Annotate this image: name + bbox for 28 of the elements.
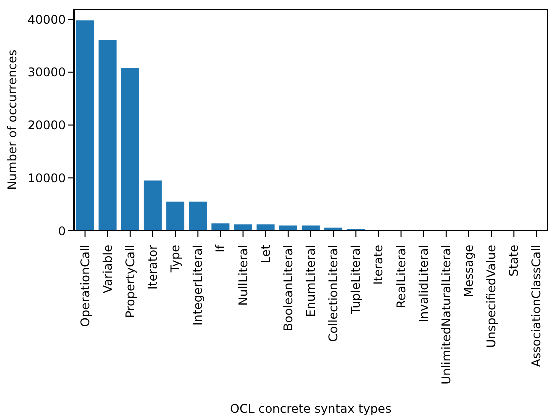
x-tick-label: CollectionLiteral [326,245,341,342]
x-tick-label: UnlimitedNaturalLiteral [439,245,454,385]
y-tick-label: 30000 [28,66,66,80]
x-tick-label: AssociationClassCall [530,245,544,368]
x-tick-label: RealLiteral [394,245,408,309]
x-tick-label: Iterator [146,244,160,290]
x-tick-label: Message [462,245,476,298]
x-tick-label: InvalidLiteral [416,245,431,323]
x-tick-label: State [507,245,522,277]
y-tick-label: 0 [58,224,66,238]
x-tick-label: Let [258,244,273,264]
x-tick-label: TupleLiteral [349,245,364,316]
x-axis-title: OCL concrete syntax types [230,402,392,416]
x-tick-label: Variable [100,245,115,294]
x-tick-label: IntegerLiteral [191,245,206,326]
x-tick-label: BooleanLiteral [281,245,296,332]
y-axis-title: Number of occurrences [5,50,20,190]
x-tick-label: Iterate [372,245,386,286]
x-tick-label: NullLiteral [236,245,250,306]
y-tick-label: 10000 [28,171,66,186]
y-tick-label: 40000 [28,12,66,27]
x-tick-label: PropertyCall [123,245,138,318]
x-tick-label: UnspecifiedValue [484,245,499,348]
x-tick-label: If [214,244,228,253]
y-tick-label: 20000 [28,118,66,133]
x-tick-label: EnumLiteral [304,245,318,318]
x-tick-label: Type [168,245,183,274]
x-tick-label: OperationCall [78,245,92,328]
